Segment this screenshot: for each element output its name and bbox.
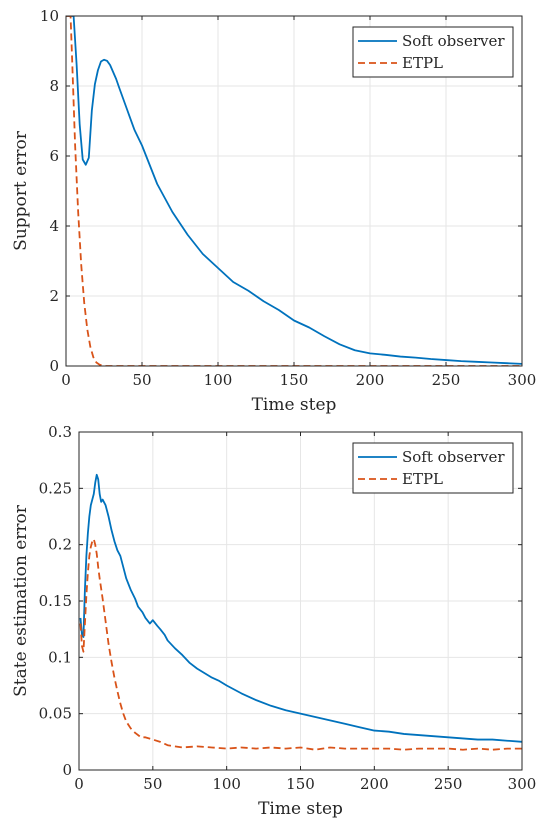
y-tick-label: 0.2 <box>48 536 72 554</box>
series-line-etpl <box>66 16 522 366</box>
x-tick-label: 0 <box>61 371 71 389</box>
x-tick-label: 50 <box>143 775 162 793</box>
x-tick-label: 250 <box>432 371 461 389</box>
y-tick-label: 0.05 <box>39 705 72 723</box>
state-estimation-error-chart: 0 50 100 150 200 250 300 0 0.05 0.1 0.15 0.2 0.25 0.3… <box>11 423 536 819</box>
legend-box <box>352 26 514 78</box>
y-tick-label: 0.3 <box>48 423 72 441</box>
x-tick-label: 50 <box>132 371 151 389</box>
y-tick-label: 4 <box>49 217 59 235</box>
series-line-soft-observer <box>79 473 522 743</box>
y-tick-label: 10 <box>40 7 59 25</box>
legend-label: ETPL <box>402 470 443 488</box>
y-tick-label: 6 <box>49 147 59 165</box>
y-tick-label: 2 <box>49 287 59 305</box>
x-tick-label: 0 <box>74 775 84 793</box>
x-tick-label: 300 <box>508 371 537 389</box>
y-tick-label: 8 <box>49 77 59 95</box>
x-axis-label: Time step <box>258 799 343 819</box>
legend-label: Soft observer <box>402 32 505 50</box>
y-tick-label: 0.15 <box>39 592 72 610</box>
x-tick-label: 300 <box>508 775 537 793</box>
x-tick-label: 200 <box>356 371 385 389</box>
y-tick-label: 0.1 <box>48 648 72 666</box>
x-tick-label: 200 <box>360 775 389 793</box>
x-tick-label: 100 <box>204 371 233 389</box>
x-tick-label: 150 <box>280 371 309 389</box>
y-axis-label: Support error <box>11 130 31 251</box>
legend: Soft observer ETPL <box>352 442 514 494</box>
legend-label: Soft observer <box>402 448 505 466</box>
series-line-soft-observer <box>66 16 522 365</box>
y-tick-label: 0 <box>49 357 59 375</box>
x-axis-label: Time step <box>252 395 337 415</box>
x-tick-label: 150 <box>286 775 315 793</box>
y-axis-label: State estimation error <box>11 504 31 697</box>
legend-box <box>352 442 514 494</box>
y-tick-label: 0.25 <box>39 479 72 497</box>
legend: Soft observer ETPL <box>352 26 514 78</box>
x-tick-label: 250 <box>434 775 463 793</box>
legend-label: ETPL <box>402 54 443 72</box>
y-tick-label: 0 <box>62 761 72 779</box>
support-error-chart: 0 50 100 150 200 250 300 0 2 4 6 8 10 Time step Suppor… <box>11 7 536 415</box>
x-tick-label: 100 <box>212 775 241 793</box>
series-line-etpl <box>79 538 522 751</box>
